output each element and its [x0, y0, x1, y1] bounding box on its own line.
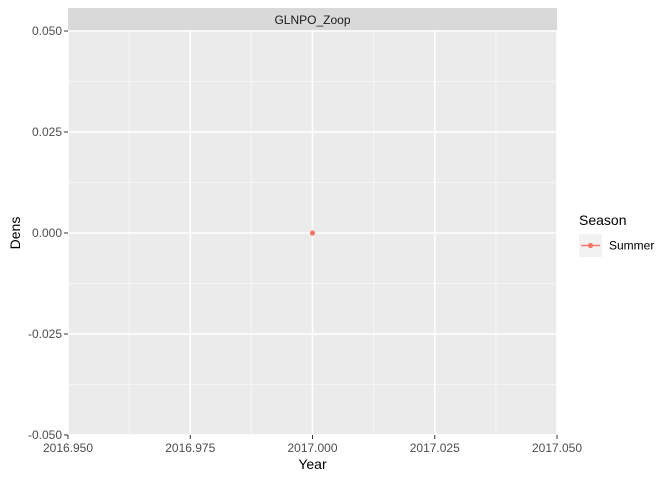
x-tick-label: 2017.050	[532, 441, 582, 455]
x-tick-label: 2016.950	[43, 441, 93, 455]
strip-background	[68, 8, 557, 31]
axis-ticks	[64, 30, 558, 439]
y-tick-label: 0.050	[32, 24, 62, 38]
x-tick-label: 2016.975	[165, 441, 215, 455]
y-tick-label: 0.000	[32, 226, 62, 240]
y-axis-title: Dens	[7, 217, 23, 250]
x-tick-label: 2017.000	[287, 441, 337, 455]
x-tick-labels: 2016.950 2016.975 2017.000 2017.025 2017.050	[43, 441, 582, 455]
x-tick-label: 2017.025	[410, 441, 460, 455]
facet-strip-label: GLNPO_Zoop	[274, 13, 350, 27]
y-tick-label: -0.050	[28, 428, 62, 442]
legend-title: Season	[579, 212, 626, 228]
y-tick-label: -0.025	[28, 327, 62, 341]
data-point	[309, 230, 316, 236]
y-tick-label: 0.025	[32, 125, 62, 139]
data-points	[309, 230, 316, 236]
x-axis-title: Year	[298, 456, 327, 472]
legend-items: Summer	[579, 234, 654, 257]
legend-key-point	[587, 242, 594, 249]
y-tick-labels: -0.050 -0.025 0.000 0.025 0.050	[28, 24, 62, 442]
legend-label: Summer	[609, 239, 654, 253]
